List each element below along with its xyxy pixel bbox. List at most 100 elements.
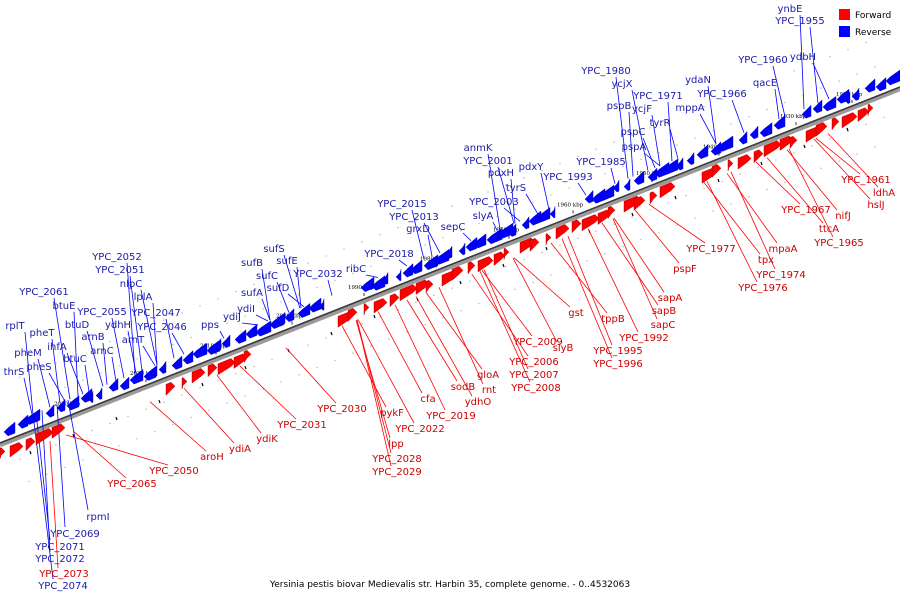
guide-dot — [820, 87, 822, 89]
guide-dot — [883, 34, 885, 37]
reverse-leader-line — [67, 400, 89, 511]
forward-gene-label-ydho: ydhO — [465, 397, 492, 408]
reverse-gene-label-ydhh: ydhH — [105, 320, 131, 331]
forward-gene — [831, 117, 840, 131]
forward-gene-label-ldha: ldhA — [873, 188, 895, 199]
feature-marker — [158, 399, 161, 404]
forward-gene — [529, 238, 540, 252]
feature-marker — [674, 195, 677, 200]
feature-marker — [846, 127, 849, 132]
reverse-leader-line — [261, 268, 271, 321]
forward-gene — [867, 103, 874, 116]
guide-dot — [172, 423, 174, 426]
guide-dot — [838, 80, 840, 82]
reverse-leader-line — [37, 358, 51, 408]
reverse-gene-label-ypc-1985: YPC_1985 — [575, 157, 626, 168]
guide-dot — [793, 152, 795, 154]
forward-leader-line — [438, 287, 484, 385]
guide-dot — [748, 196, 750, 198]
guide-dot — [505, 266, 507, 268]
reverse-gene — [95, 387, 103, 400]
reverse-leader-line — [667, 101, 673, 162]
guide-dot — [55, 444, 57, 446]
forward-leader-line — [613, 217, 665, 293]
reverse-gene — [360, 276, 375, 292]
reverse-gene — [150, 364, 158, 378]
forward-leader-line — [726, 173, 778, 244]
guide-dot — [388, 338, 390, 340]
reverse-gene — [56, 398, 66, 413]
guide-dot — [748, 116, 750, 118]
reverse-gene — [213, 337, 222, 352]
forward-gene — [649, 191, 658, 205]
reverse-gene-label-pps: pps — [201, 320, 219, 331]
forward-gene — [477, 256, 494, 273]
guide-dot — [433, 294, 435, 297]
forward-leader-line — [634, 209, 680, 264]
guide-dot — [370, 345, 372, 347]
guide-dot — [451, 205, 453, 207]
guide-dot — [577, 237, 579, 240]
forward-gene — [425, 279, 434, 294]
reverse-gene-label-ypc-2051: YPC_2051 — [94, 265, 145, 276]
forward-gene-label-ypc-1995: YPC_1995 — [592, 346, 643, 357]
forward-gene-label-sodb: sodB — [451, 382, 476, 393]
guide-dot — [19, 458, 21, 460]
forward-gene-label-mpaa: mpaA — [768, 244, 797, 255]
reverse-gene — [759, 122, 773, 138]
reverse-gene-label-ypc-2046: YPC_2046 — [136, 322, 187, 333]
forward-leader-line — [815, 137, 861, 175]
guide-dot — [460, 229, 462, 232]
forward-gene — [467, 261, 476, 275]
reverse-gene-label-ypc-1955: YPC_1955 — [774, 16, 825, 27]
reverse-leader-line — [140, 289, 158, 365]
reverse-leader-line — [23, 377, 33, 415]
reverse-leader-line — [73, 311, 79, 397]
forward-leader-line — [601, 222, 659, 306]
feature-marker — [115, 416, 118, 421]
guide-dot — [64, 386, 66, 388]
guide-dot — [856, 153, 858, 155]
reverse-gene-label-ypc-1960: YPC_1960 — [737, 55, 788, 66]
guide-dot — [766, 108, 768, 111]
forward-gene-label-sapc: sapC — [651, 320, 676, 331]
reverse-gene — [458, 242, 466, 256]
reverse-gene — [465, 236, 478, 252]
forward-gene-label-ypc-2009: YPC_2009 — [512, 337, 563, 348]
reverse-gene-label-ypc-2001: YPC_2001 — [462, 156, 513, 167]
guide-dot — [496, 295, 498, 298]
forward-gene — [165, 382, 176, 396]
guide-dot — [874, 66, 876, 68]
guide-dot — [595, 148, 597, 150]
forward-gene — [581, 214, 600, 232]
reverse-leader-line — [142, 345, 156, 366]
forward-gene — [857, 107, 870, 123]
forward-gene — [399, 284, 418, 302]
forward-gene-label-gloa: gloA — [477, 370, 499, 381]
reverse-gene — [434, 249, 450, 265]
forward-gene-label-ypc-2007: YPC_2007 — [508, 370, 559, 381]
reverse-gene-label-ydbh: ydbH — [790, 52, 816, 63]
guide-dot — [298, 374, 300, 376]
reverse-gene-label-phet: pheT — [30, 328, 56, 339]
guide-dot — [523, 259, 525, 261]
reverse-gene-label-ypc-2018: YPC_2018 — [363, 249, 414, 260]
reverse-gene-label-rpmi: rpmI — [86, 512, 109, 523]
forward-leader-line — [425, 292, 483, 370]
guide-dot — [757, 166, 759, 168]
reverse-gene-label-ypc-1993: YPC_1993 — [542, 172, 593, 183]
guide-dot — [469, 198, 471, 200]
guide-dot — [649, 127, 651, 129]
forward-gene-label-ydik: ydiK — [256, 434, 278, 445]
reverse-gene — [696, 144, 709, 160]
forward-gene-label-ypc-2028: YPC_2028 — [371, 454, 422, 465]
forward-leader-line — [550, 242, 608, 314]
forward-leader-line — [341, 325, 387, 408]
forward-gene — [737, 154, 752, 170]
tick-label: 1950 kbp — [636, 171, 663, 177]
forward-leader-line — [612, 218, 658, 320]
guide-dot — [334, 279, 336, 282]
guide-dot — [532, 281, 534, 283]
reverse-leader-line — [165, 318, 175, 359]
